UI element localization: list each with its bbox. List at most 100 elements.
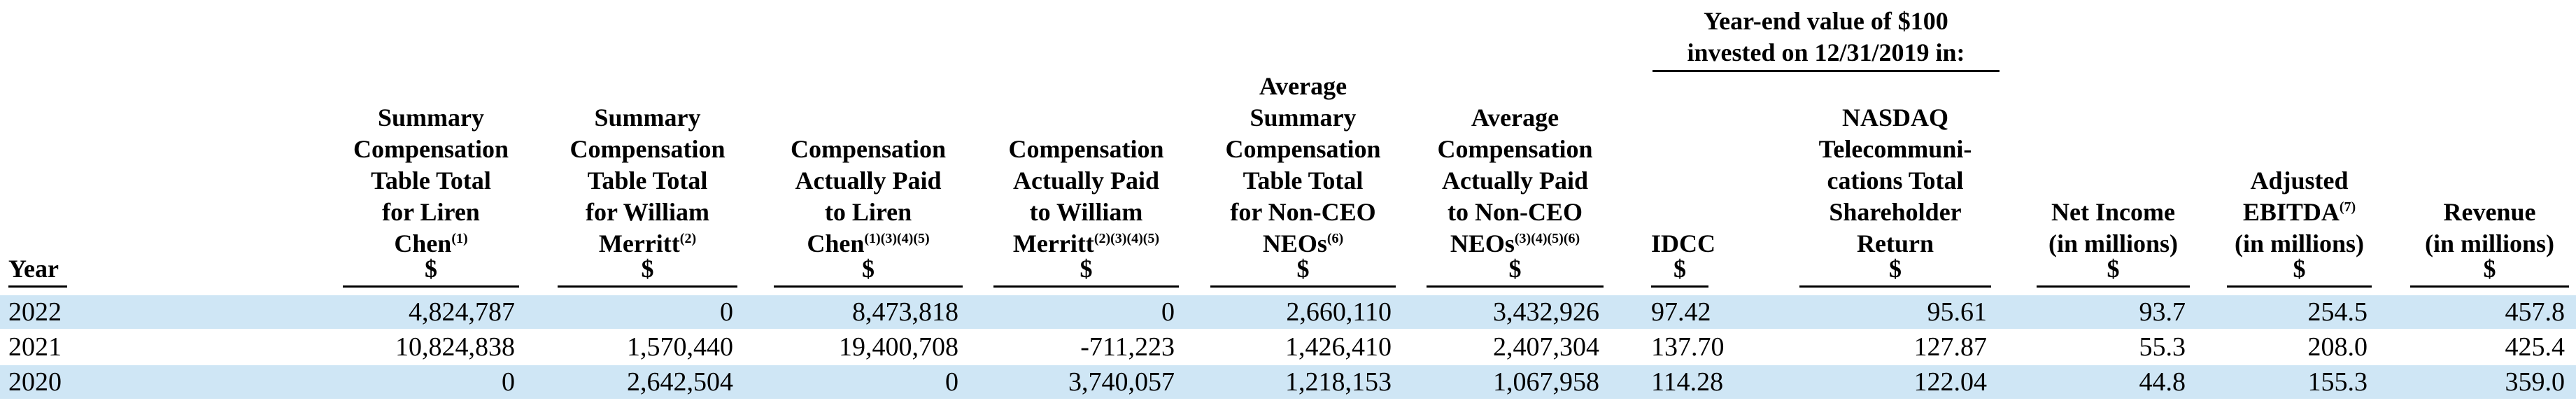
value-cell: 93.7: [2139, 297, 2186, 327]
currency-symbol: $: [641, 255, 654, 283]
column-header-line: Compensation: [569, 135, 726, 163]
column-header-line: for William: [585, 198, 709, 226]
value-cell: 10,824,838: [395, 332, 515, 362]
value-cell: 2,642,504: [627, 367, 733, 397]
value-cell: 155.3: [2307, 367, 2368, 397]
column-header-9: Adjusted EBITDA(7) (in millions): [2227, 165, 2372, 260]
column-header-line: Table Total: [371, 167, 491, 195]
column-header-line: to William: [1029, 198, 1143, 226]
column-header-0: Summary Compensation Table Total for Liren C…: [343, 102, 519, 260]
column-header-8: Net Income (in millions): [2037, 197, 2190, 260]
column-header-line: Average: [1259, 72, 1347, 100]
column-header-line: Compensation: [790, 135, 947, 163]
column-header-line: Summary: [594, 104, 701, 132]
footnote-marker: (2): [679, 231, 697, 246]
value-cell: 19,400,708: [839, 332, 958, 362]
column-header-line: for Non-CEO: [1230, 198, 1376, 226]
value-cell: 0: [1161, 297, 1175, 327]
value-cell: 3,740,057: [1068, 367, 1175, 397]
column-header-line: Revenue: [2443, 198, 2536, 226]
value-cell: 359.0: [2505, 367, 2566, 397]
value-cell: 254.5: [2307, 297, 2368, 327]
column-header-line: Table Total: [587, 167, 708, 195]
footnote-marker: (2)(3)(4)(5): [1094, 231, 1160, 246]
column-header-text: Chen: [807, 229, 865, 257]
value-cell: 2,660,110: [1286, 297, 1392, 327]
column-header-last-line: Chen(1)(3)(4)(5): [774, 228, 963, 260]
column-header-5: Average Compensation Actually Paid to Non-C…: [1427, 102, 1604, 260]
column-header-underline: [558, 285, 737, 288]
column-header-line: NASDAQ: [1841, 104, 1948, 132]
column-header-line: Actually Paid: [1012, 167, 1159, 195]
column-header-line: to Liren: [824, 198, 912, 226]
column-header-underline: [2227, 285, 2372, 288]
column-header-line: Summary: [378, 104, 484, 132]
footnote-marker: (1): [451, 231, 468, 246]
value-cell: 3,432,926: [1493, 297, 1599, 327]
group-header: Year-end value of $100 invested on 12/31…: [1637, 6, 2015, 69]
value-cell: 114.28: [1651, 367, 1724, 397]
column-header-underline: [774, 285, 963, 288]
currency-symbol: $: [2293, 255, 2306, 283]
column-header-6: IDCC: [1651, 228, 1715, 260]
column-header-line: Compensation: [1225, 135, 1381, 163]
column-header-last-line: (in millions): [2037, 228, 2190, 260]
footnote-marker: (1)(3)(4)(5): [864, 231, 930, 246]
column-header-text: Chen: [394, 229, 452, 257]
column-header-underline: [2037, 285, 2190, 288]
value-cell: 1,426,410: [1285, 332, 1392, 362]
column-header-underline: [2410, 285, 2569, 288]
currency-symbol: $: [862, 255, 875, 283]
column-header-2: Compensation Actually Paid to Liren Chen(1)…: [774, 134, 963, 260]
column-header-text: IDCC: [1651, 229, 1716, 257]
column-header-line: for Liren: [382, 198, 480, 226]
column-header-text: Merritt: [1012, 229, 1094, 257]
column-header-line: Summary: [1250, 104, 1357, 132]
column-header-underline: [1210, 285, 1396, 288]
column-header-underline: [1799, 285, 1991, 288]
column-header-line: cations Total: [1827, 167, 1964, 195]
year-header-underline: [8, 285, 67, 288]
column-header-line: Actually Paid: [795, 167, 942, 195]
column-header-line: Shareholder: [1829, 198, 1962, 226]
footnote-marker: (7): [2339, 199, 2356, 215]
year-column-header: Year: [8, 255, 59, 283]
table-row: 2022 4,824,787 0 8,473,818 0 2,660,110 3,432,9…: [0, 295, 2576, 329]
value-cell: 55.3: [2139, 332, 2186, 362]
table-row: 2020 0 2,642,504 0 3,740,057 1,218,153 1,067,9…: [0, 365, 2576, 399]
group-header-line2: invested on 12/31/2019 in:: [1687, 38, 1965, 66]
column-header-line: Compensation: [353, 135, 509, 163]
value-cell: 137.70: [1651, 332, 1725, 362]
column-header-text: (in millions): [2424, 229, 2555, 257]
year-cell: 2022: [8, 297, 62, 327]
column-header-line: EBITDA(7): [2242, 198, 2356, 226]
column-header-underline: [1651, 285, 1708, 288]
column-header-text: Return: [1857, 229, 1934, 257]
column-header-text: (in millions): [2234, 229, 2365, 257]
group-header-line1: Year-end value of $100: [1704, 7, 1948, 35]
column-header-line: Adjusted: [2250, 167, 2349, 195]
column-header-text: Merritt: [598, 229, 680, 257]
column-header-text: (in millions): [2048, 229, 2179, 257]
value-cell: 1,570,440: [627, 332, 733, 362]
value-cell: 97.42: [1651, 297, 1711, 327]
value-cell: 0: [945, 367, 958, 397]
column-header-underline: [343, 285, 519, 288]
column-header-text: NEOs: [1450, 229, 1515, 257]
column-header-7: NASDAQ Telecommuni-cations Total Sharehold…: [1799, 102, 1991, 260]
value-cell: 425.4: [2505, 332, 2566, 362]
column-header-last-line: Chen(1): [343, 228, 519, 260]
value-cell: -711,223: [1080, 332, 1175, 362]
column-header-last-line: Merritt(2)(3)(4)(5): [993, 228, 1179, 260]
column-header-line: Table Total: [1243, 167, 1364, 195]
column-header-last-line: IDCC: [1651, 228, 1715, 260]
column-header-4: Average Summary Compensation Table Total for…: [1210, 71, 1396, 260]
column-header-line: Compensation: [1437, 135, 1593, 163]
footnote-marker: (6): [1326, 231, 1344, 246]
value-cell: 208.0: [2307, 332, 2368, 362]
column-header-10: Revenue (in millions): [2410, 197, 2569, 260]
currency-symbol: $: [425, 255, 437, 283]
value-cell: 127.87: [1913, 332, 1988, 362]
value-cell: 122.04: [1913, 367, 1988, 397]
currency-symbol: $: [1080, 255, 1093, 283]
